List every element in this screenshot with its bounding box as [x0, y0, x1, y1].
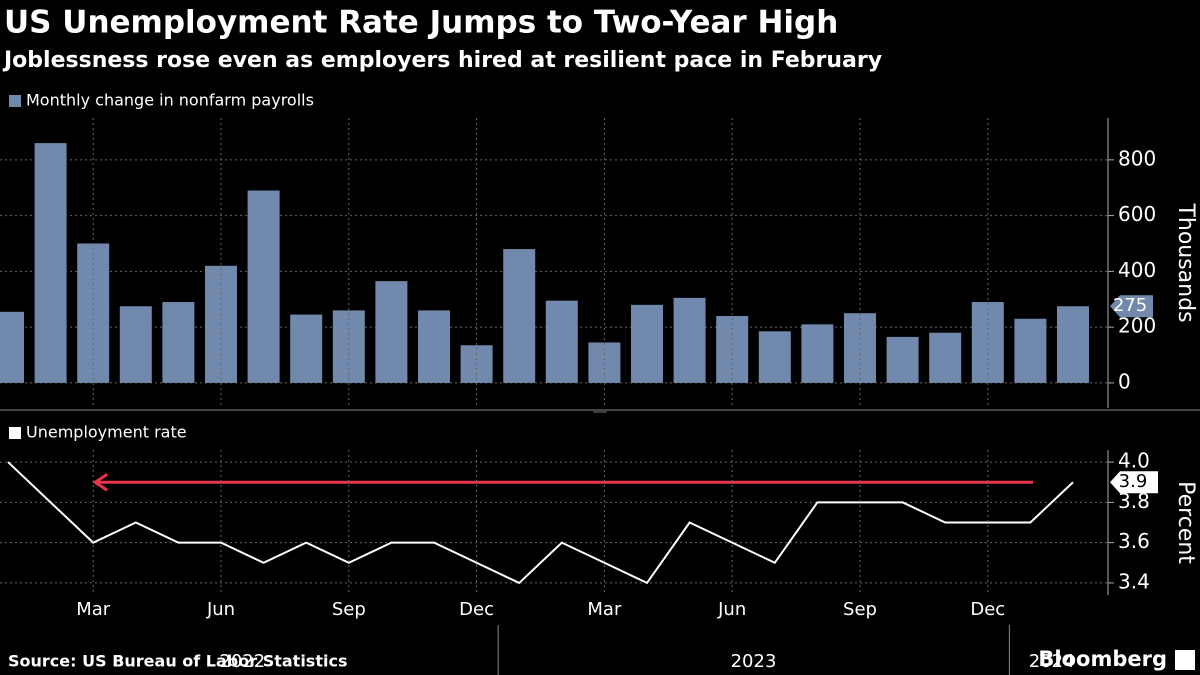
value-callout — [1110, 295, 1153, 318]
bar — [545, 300, 578, 383]
bar — [119, 306, 152, 383]
bar — [758, 331, 791, 383]
bar — [0, 311, 24, 383]
bar — [332, 310, 365, 383]
y-tick-label: 3.8 — [1118, 489, 1150, 513]
chart-subtitle: Joblessness rose even as employers hired… — [2, 48, 882, 73]
chart-title: US Unemployment Rate Jumps to Two-Year H… — [4, 5, 838, 41]
bar — [929, 332, 962, 383]
bar — [631, 304, 663, 383]
y-tick-label: 400 — [1118, 258, 1156, 282]
legend-swatch — [9, 95, 21, 107]
y-axis-title: Percent — [1173, 481, 1198, 564]
value-label: 3.9 — [1119, 471, 1148, 492]
brand-icon — [1175, 650, 1195, 670]
bar — [1014, 318, 1047, 383]
legend-label: Unemployment rate — [26, 423, 187, 442]
x-tick-label: Jun — [717, 599, 746, 620]
y-tick-label: 600 — [1118, 202, 1156, 226]
x-tick-label: Dec — [459, 599, 494, 620]
source: Source: US Bureau of Labor Statistics — [8, 652, 347, 671]
value-label: 275 — [1113, 295, 1147, 316]
x-tick-label: Sep — [332, 599, 366, 620]
bar — [162, 302, 195, 383]
bar — [503, 249, 536, 383]
year-label: 2023 — [731, 651, 777, 672]
bar — [418, 310, 450, 383]
x-tick-label: Dec — [970, 599, 1005, 620]
y-tick-label: 3.4 — [1118, 569, 1150, 593]
brand: Bloomberg — [1038, 647, 1167, 671]
bar — [34, 143, 67, 383]
y-tick-label: 800 — [1118, 146, 1156, 170]
x-tick-label: Mar — [76, 599, 111, 620]
line — [7, 461, 1074, 585]
x-tick-label: Sep — [843, 599, 877, 620]
x-tick-label: Mar — [587, 599, 622, 620]
x-tick-label: Jun — [206, 599, 235, 620]
bar — [290, 314, 323, 383]
legend-label: Monthly change in nonfarm payrolls — [26, 91, 314, 110]
bar — [1057, 306, 1089, 383]
y-tick-label: 0 — [1118, 369, 1131, 393]
legend-swatch — [9, 427, 21, 439]
y-tick-label: 4.0 — [1118, 449, 1150, 473]
bar — [886, 336, 919, 383]
value-callout — [1110, 471, 1158, 494]
y-tick-label: 200 — [1118, 314, 1156, 338]
year-label: 2024 — [1029, 651, 1075, 672]
bar — [801, 324, 834, 383]
y-tick-label: 3.6 — [1118, 529, 1150, 553]
year-label: 2022 — [219, 651, 265, 672]
bar — [247, 190, 280, 383]
bar — [375, 281, 408, 383]
bar — [673, 297, 706, 383]
y-axis-title: Thousands — [1173, 202, 1198, 322]
annotation-arrowhead — [92, 472, 109, 492]
